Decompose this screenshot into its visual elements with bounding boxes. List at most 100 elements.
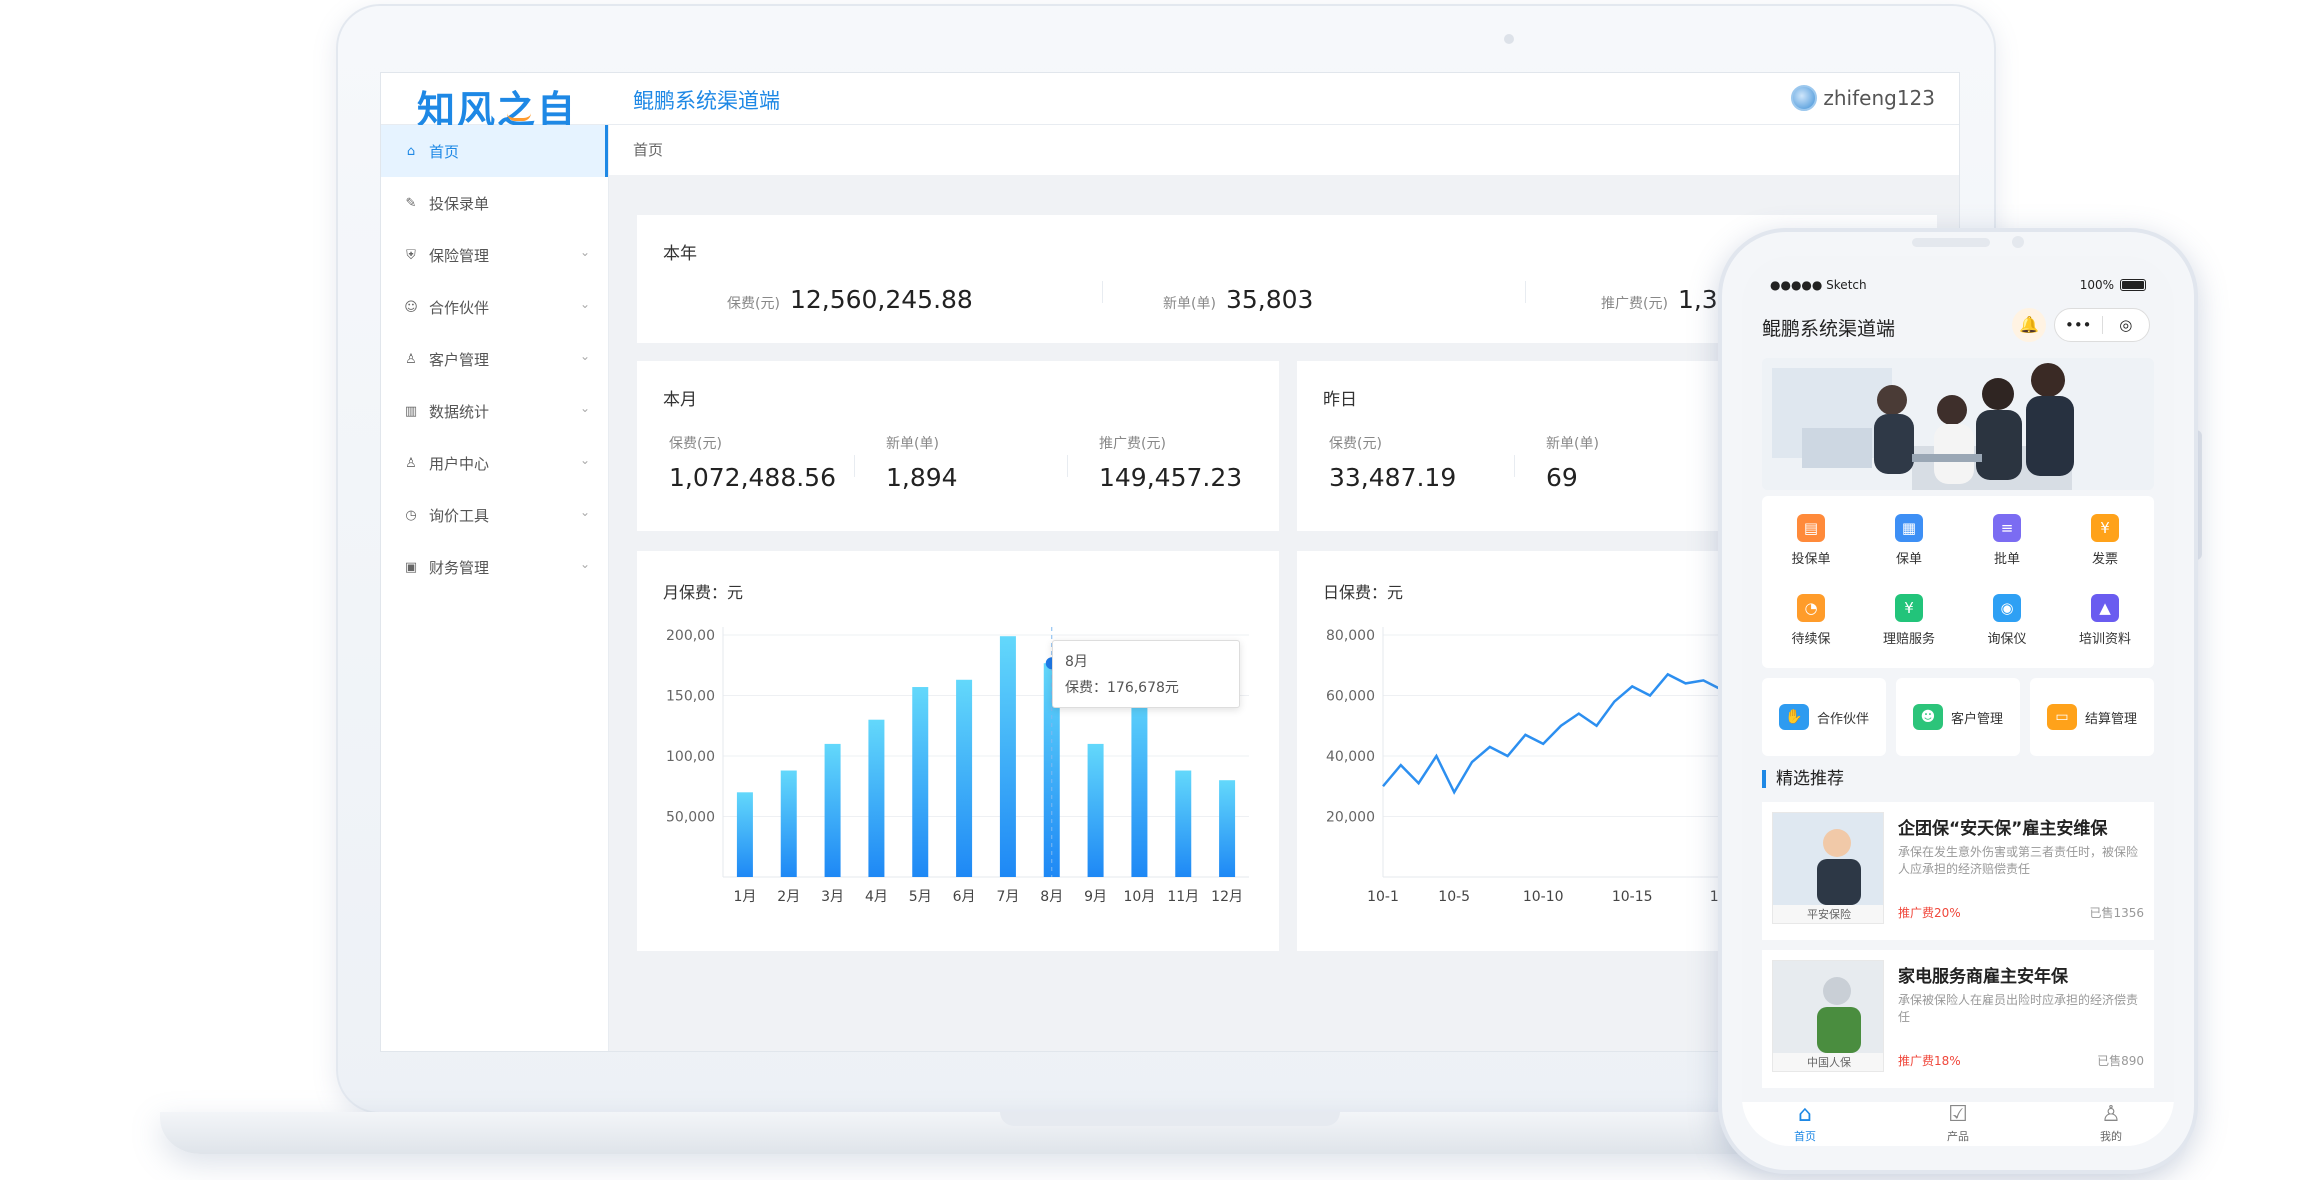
close-target-icon[interactable]: ◎: [2119, 316, 2133, 334]
product-card[interactable]: 平安保险 企团保“安天保”雇主安维保 承保在发生意外伤害或第三者责任时，被保险人应承…: [1762, 802, 2154, 940]
monthly-premium-chart[interactable]: 50,000 100,00 150,00 200,00 1月 2月 3月 4月 5月 6月 7月 8月…: [637, 551, 1279, 951]
quick-card-2[interactable]: ▭ 结算管理: [2030, 678, 2154, 756]
grid-item-1[interactable]: ▦ 保单: [1860, 502, 1958, 582]
year-title: 本年: [663, 244, 697, 264]
x-tick-label: 10-10: [1523, 889, 1564, 905]
sidebar-item-8[interactable]: ▣ 财务管理 ⌄: [381, 541, 608, 593]
claim-icon: ¥: [1895, 594, 1923, 622]
office-team-illustration: [1762, 358, 2154, 490]
yesterday-orders-value: 69: [1546, 463, 1578, 492]
chevron-down-icon[interactable]: ⌄: [579, 401, 590, 415]
sidebar-item-6[interactable]: ♙ 用户中心 ⌄: [381, 437, 608, 489]
grid-item-label: 询保仪: [1987, 632, 2027, 647]
sidebar-item-label: 用户中心: [429, 454, 490, 473]
chevron-down-icon[interactable]: ⌄: [579, 505, 590, 519]
product-image: 中国人保: [1772, 960, 1884, 1072]
month-stats-card: 本月 保费(元) 1,072,488.56 新单(单) 1,894 推广费(元)…: [637, 361, 1279, 531]
year-promo-label: 推广费(元): [1601, 296, 1668, 312]
x-tick-label: 8月: [1040, 889, 1063, 905]
month-promo-value: 149,457.23: [1099, 463, 1243, 492]
wallet-icon: ▭: [2046, 704, 2077, 730]
invoice-icon: ¥: [2091, 514, 2119, 542]
tab-2[interactable]: ♙ 我的: [2076, 1102, 2146, 1144]
divider: [854, 455, 855, 477]
phone-frame: ●●●●● Sketch 100% 鲲鹏系统渠道端 🔔 ••• ◎: [1718, 228, 2198, 1174]
x-tick-label: 7月: [996, 889, 1019, 905]
sidebar-item-2[interactable]: ⛨ 保险管理 ⌄: [381, 229, 608, 281]
grid-item-label: 待续保: [1791, 632, 1831, 647]
y-tick-label: 200,00: [666, 628, 715, 644]
product-icon: ☑: [1948, 1102, 1968, 1127]
grid-item-2[interactable]: ≡ 批单: [1958, 502, 2056, 582]
tab-1[interactable]: ☑ 产品: [1923, 1102, 1993, 1144]
policy-icon: ▦: [1895, 514, 1923, 542]
x-tick-label: 11月: [1167, 889, 1199, 905]
divider: [1514, 455, 1515, 477]
quick-card-label: 合作伙伴: [1816, 711, 1869, 727]
grid-item-label: 保单: [1895, 552, 1922, 567]
chevron-down-icon[interactable]: ⌄: [579, 453, 590, 467]
sidebar-item-label: 客户管理: [429, 350, 490, 369]
sidebar-item-4[interactable]: ♙ 客户管理 ⌄: [381, 333, 608, 385]
series-line: [1382, 672, 1741, 795]
bar: [780, 770, 797, 877]
y-tick-label: 150,00: [666, 689, 715, 705]
chevron-down-icon[interactable]: ⌄: [579, 245, 590, 259]
phone-side-button: [2194, 430, 2202, 560]
battery-level: 100%: [2079, 278, 2114, 292]
product-company: 中国人保: [1773, 1053, 1883, 1071]
mobile-title: 鲲鹏系统渠道端: [1762, 318, 1896, 340]
username[interactable]: zhifeng123: [1823, 86, 1935, 110]
bar: [1043, 663, 1060, 877]
mobile-app: ●●●●● Sketch 100% 鲲鹏系统渠道端 🔔 ••• ◎: [1742, 256, 2174, 1146]
bar: [1131, 683, 1148, 877]
logo: 知风之自: [417, 88, 578, 132]
sidebar-item-label: 首页: [429, 142, 460, 161]
chevron-down-icon[interactable]: ⌄: [579, 557, 590, 571]
grid-item-label: 理赔服务: [1882, 632, 1935, 647]
profile-icon: ♙: [2101, 1102, 2121, 1127]
avatar[interactable]: [1791, 85, 1818, 111]
x-tick-label: 10-15: [1612, 889, 1653, 905]
product-description: 承保在发生意外伤害或第三者责任时，被保险人应承担的经济赔偿责任: [1898, 845, 2139, 876]
daily-chart-title: 日保费：元: [1323, 583, 1404, 602]
notification-icon[interactable]: 🔔: [2012, 308, 2046, 342]
mini-program-capsule: ••• ◎: [2054, 308, 2150, 342]
product-image: 平安保险: [1772, 812, 1884, 924]
x-tick-label: 5月: [909, 889, 932, 905]
grid-item-5[interactable]: ¥ 理赔服务: [1860, 582, 1958, 662]
grid-item-7[interactable]: ▲ 培训资料: [2056, 582, 2154, 662]
month-premium-label: 保费(元): [669, 436, 722, 452]
app-title: 鲲鹏系统渠道端: [633, 89, 780, 113]
chevron-down-icon[interactable]: ⌄: [579, 297, 590, 311]
sidebar-item-1[interactable]: ✎ 投保录单: [381, 177, 608, 229]
sidebar-item-3[interactable]: ☺ 合作伙伴 ⌄: [381, 281, 608, 333]
user-menu[interactable]: zhifeng123: [1791, 85, 1935, 111]
tab-label: 我的: [2100, 1130, 2122, 1143]
sidebar-item-0[interactable]: ⌂ 首页: [381, 125, 608, 177]
breadcrumb[interactable]: 首页: [633, 141, 664, 159]
x-tick-label: 2月: [777, 889, 800, 905]
inquiry-icon: ◉: [1993, 594, 2021, 622]
grid-item-6[interactable]: ◉ 询保仪: [1958, 582, 2056, 662]
bar: [736, 792, 753, 877]
grid-item-0[interactable]: ▤ 投保单: [1762, 502, 1860, 582]
tab-0[interactable]: ⌂ 首页: [1770, 1102, 1840, 1144]
grid-item-4[interactable]: ◔ 待续保: [1762, 582, 1860, 662]
year-orders-label: 新单(单): [1163, 296, 1216, 312]
banner-image[interactable]: [1762, 358, 2154, 490]
alarm-icon: ◷: [405, 507, 417, 523]
product-card[interactable]: 中国人保 家电服务商雇主安年保 承保被保险人在雇员出险时应承担的经济偿责任 推广费18…: [1762, 950, 2154, 1088]
x-tick-label: 9月: [1084, 889, 1107, 905]
bar: [1175, 770, 1192, 877]
product-photo: [1773, 813, 1883, 905]
chevron-down-icon[interactable]: ⌄: [579, 349, 590, 363]
sidebar-item-7[interactable]: ◷ 询价工具 ⌄: [381, 489, 608, 541]
quick-card-0[interactable]: ✋ 合作伙伴: [1762, 678, 1886, 756]
sidebar-item-5[interactable]: ▥ 数据统计 ⌄: [381, 385, 608, 437]
top-bar: 知风之自 鲲鹏系统渠道端 zhifeng123: [381, 73, 1959, 132]
sidebar-item-label: 保险管理: [429, 246, 490, 265]
grid-item-3[interactable]: ¥ 发票: [2056, 502, 2154, 582]
more-icon[interactable]: •••: [2064, 316, 2092, 334]
quick-card-1[interactable]: ☻ 客户管理: [1896, 678, 2020, 756]
